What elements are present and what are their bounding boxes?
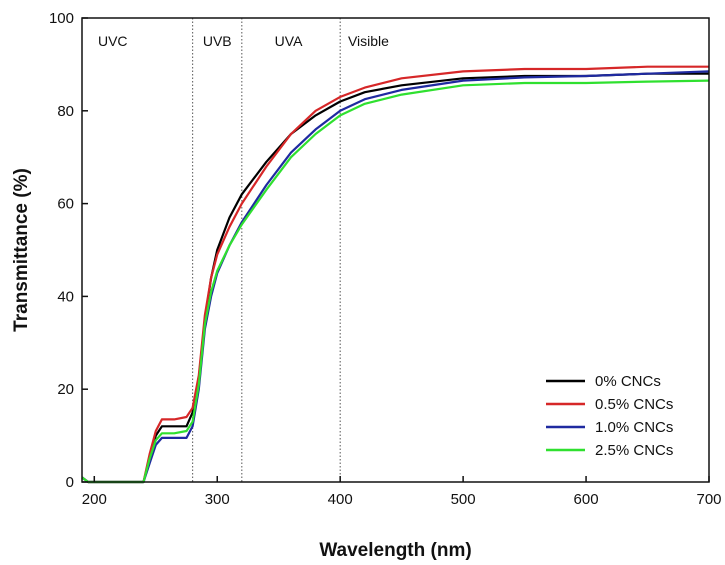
series-line bbox=[81, 72, 709, 484]
region-labels: UVC UVB UVA Visible bbox=[98, 33, 389, 49]
series-lines bbox=[81, 65, 710, 484]
x-tick-label: 600 bbox=[574, 491, 599, 508]
region-label: Visible bbox=[348, 33, 389, 49]
y-tick-label: 20 bbox=[57, 381, 74, 398]
y-axis-title: Transmittance (%) bbox=[11, 168, 32, 332]
y-tick-label: 80 bbox=[57, 103, 74, 120]
x-tick-label: 200 bbox=[82, 491, 107, 508]
x-axis-title: Wavelength (nm) bbox=[319, 540, 471, 561]
plot-frame bbox=[81, 17, 710, 483]
legend-label: 0% CNCs bbox=[595, 373, 661, 390]
x-tick-label: 400 bbox=[328, 491, 353, 508]
series-line bbox=[81, 79, 710, 484]
y-tick-label: 0 bbox=[66, 474, 74, 491]
x-tick-label: 500 bbox=[451, 491, 476, 508]
region-label: UVA bbox=[275, 33, 303, 49]
region-label: UVC bbox=[98, 33, 128, 49]
y-tick-label: 60 bbox=[57, 196, 74, 213]
y-axis-ticks: 0 20 40 60 80 100 bbox=[49, 10, 88, 491]
series-line bbox=[81, 65, 709, 484]
x-tick-label: 700 bbox=[696, 491, 721, 508]
x-axis-ticks: 200 300 400 500 600 700 bbox=[82, 476, 722, 508]
region-dividers bbox=[192, 18, 341, 482]
region-label: UVB bbox=[203, 33, 232, 49]
x-tick-label: 300 bbox=[205, 491, 230, 508]
legend: 0% CNCs 0.5% CNCs 1.0% CNCs 2.5% CNCs bbox=[546, 373, 673, 459]
legend-label: 2.5% CNCs bbox=[595, 442, 673, 459]
y-tick-label: 100 bbox=[49, 10, 74, 27]
legend-label: 1.0% CNCs bbox=[595, 419, 673, 436]
legend-label: 0.5% CNCs bbox=[595, 396, 673, 413]
y-tick-label: 40 bbox=[57, 288, 74, 305]
